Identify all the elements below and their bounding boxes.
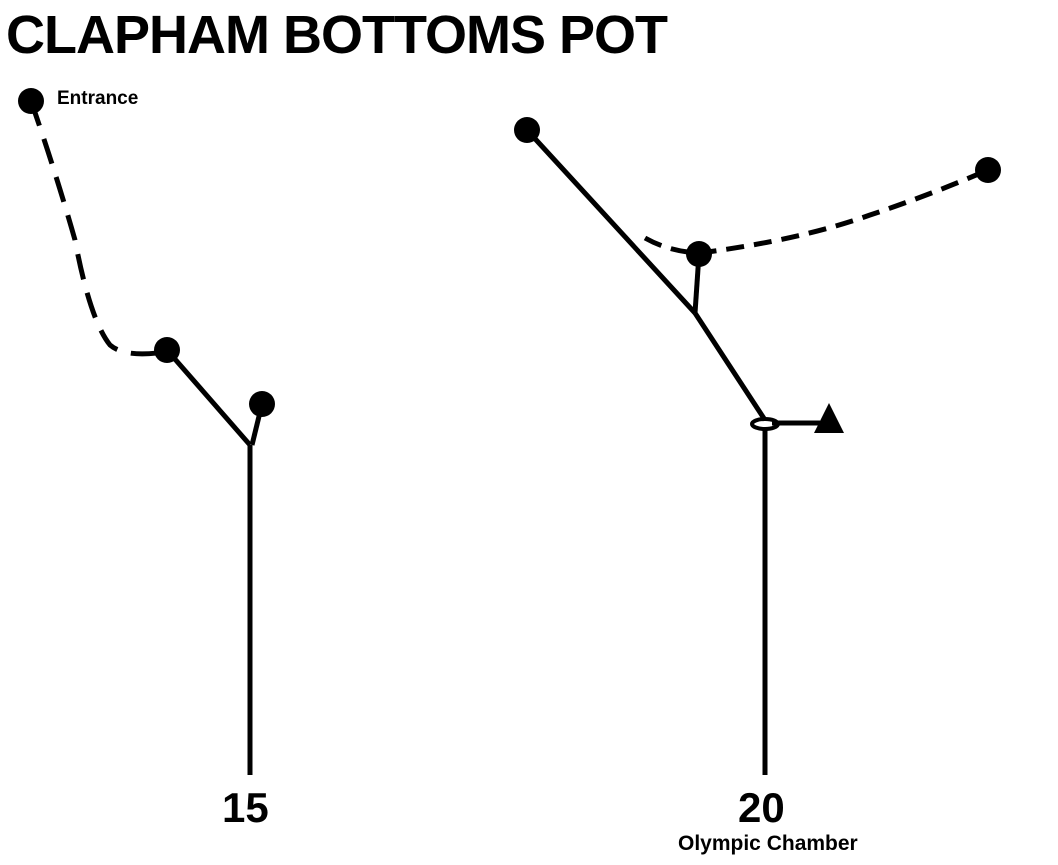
page-title: CLAPHAM BOTTOMS POT — [6, 5, 668, 65]
natural-anchor-triangle-icon — [814, 403, 844, 433]
anchor-right — [249, 391, 275, 417]
main-rope-upper — [525, 128, 697, 315]
anchor-far-right — [975, 157, 1001, 183]
dashed-traverse-entrance — [28, 100, 166, 357]
main-rope-lower — [692, 311, 768, 422]
rope-to-deviation — [165, 348, 252, 447]
anchor-deviation — [154, 337, 180, 363]
pitch-20-depth: 20 — [738, 784, 785, 831]
rebelay-ring-icon — [750, 417, 780, 431]
anchor-top-left — [514, 117, 540, 143]
anchor-entrance — [18, 88, 44, 114]
entrance-label: Entrance — [57, 88, 139, 109]
anchor-mid — [686, 241, 712, 267]
olympic-chamber-label: Olympic Chamber — [678, 832, 858, 855]
pitch-15-depth: 15 — [222, 784, 269, 831]
dashed-traverse-right — [643, 167, 989, 256]
